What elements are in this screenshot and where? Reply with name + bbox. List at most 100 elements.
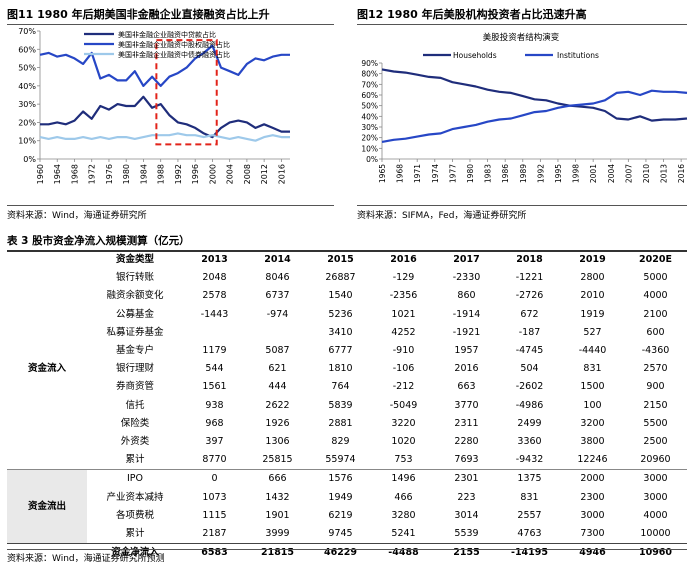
table-cell: 2013	[201, 254, 228, 266]
table-cell: 6737	[265, 290, 290, 302]
table-cell: 2016	[390, 254, 417, 266]
table-cell: 829	[331, 435, 350, 447]
y-tick-label: 40%	[18, 82, 36, 91]
series-line	[39, 132, 290, 142]
table-row: 累计 2187 3999 9745 5241 5539 4763 7300 10000	[7, 525, 687, 544]
x-tick-label: 1968	[70, 164, 79, 184]
table-cell: 46229	[309, 543, 372, 563]
table-cell: 26887	[325, 272, 356, 284]
table-cell: -187	[518, 326, 541, 338]
table-cell: 21815	[246, 543, 309, 563]
table3-source: 资料来源：Wind，海通证券研究所预测	[7, 554, 165, 564]
x-tick-label: 1989	[519, 164, 528, 183]
table-cell: 55974	[325, 454, 356, 466]
x-tick-label: 2007	[624, 164, 633, 183]
table-cell: 9745	[328, 527, 353, 539]
y-tick-label: 30%	[361, 123, 378, 132]
y-tick-label: 40%	[361, 112, 378, 121]
fig11-chart: 0% 10% 20% 30% 40% 50% 60% 70% 1960 1964 1968 1972…	[18, 27, 290, 184]
table-cell: 资金净流入	[87, 543, 183, 563]
table-row: 私募证券基金 3410 4252 -1921 -187 527 600	[7, 324, 687, 342]
table-cell: 2100	[643, 308, 668, 320]
table-cell: 银行理财	[115, 363, 154, 375]
table-cell: 621	[268, 363, 287, 375]
x-tick-label: 2000	[208, 164, 217, 184]
x-tick-label: 1988	[157, 164, 166, 184]
table-cell: 2881	[328, 417, 353, 429]
table-cell: 1179	[202, 345, 227, 357]
table-cell: -910	[392, 345, 415, 357]
fig11-source: 资料来源：Wind，海通证券研究所	[7, 211, 147, 221]
x-tick-label: 2004	[607, 164, 616, 183]
table-cell: 4252	[391, 326, 416, 338]
x-tick-label: 2004	[226, 164, 235, 184]
table-total-row: 资金净流入 6583 21815 46229 -4488 2155 -14195 4946 10…	[7, 543, 687, 563]
y-tick-label: 90%	[361, 59, 378, 68]
y-tick-label: 60%	[361, 91, 378, 100]
x-tick-label: 1983	[484, 164, 493, 183]
table-cell: 666	[246, 469, 309, 489]
table-cell: 融资余额变化	[106, 290, 164, 302]
table-cell: 2000	[561, 469, 624, 489]
x-tick-label: 2013	[660, 164, 669, 183]
table3-title: 表 3 股市资金净流入规模测算（亿元）	[7, 235, 190, 247]
table-cell: 1561	[202, 381, 227, 393]
table-cell: 2048	[202, 272, 227, 284]
x-tick-label: 1984	[139, 164, 148, 184]
table-cell: 4000	[643, 290, 668, 302]
x-tick-label: 1977	[448, 164, 457, 183]
table-cell: 1115	[202, 509, 227, 521]
table-row: 融资余额变化 2578 6737 1540 -2356 860 -2726 2010 4000	[7, 287, 687, 305]
table-header-row: 资金类型 2013 2014 2015 2016 2017 2018 2019 2020E	[7, 251, 687, 269]
table-row: 银行理财 544 621 1810 -106 2016 504 831 2570	[7, 360, 687, 378]
table-cell: 5241	[391, 527, 416, 539]
table-cell: 5500	[643, 417, 668, 429]
table-cell: -1221	[515, 272, 544, 284]
table-cell: 1021	[391, 308, 416, 320]
table-cell: 764	[331, 381, 350, 393]
fig12-title: 图12 1980 年后美股机构投资者占比迅速升高	[357, 8, 587, 21]
x-tick-label: 1986	[501, 164, 510, 183]
table-cell: 3770	[454, 399, 479, 411]
table-cell: 2010	[580, 290, 605, 302]
table3-top-rule	[7, 250, 687, 252]
x-tick-label: 2008	[243, 164, 252, 184]
table-cell: 4763	[517, 527, 542, 539]
table-cell: 4000	[643, 509, 668, 521]
table-cell: -4360	[641, 345, 670, 357]
table-row: 资金流出 IPO 0 666 1576 1496 2301 1375 2000 3000	[7, 469, 687, 544]
table-cell: 累计	[125, 454, 145, 466]
table3-bottom-rule	[7, 549, 687, 550]
x-tick-label: 1974	[431, 164, 440, 183]
x-tick-label: 2001	[589, 164, 598, 183]
table-cell: -9432	[515, 454, 544, 466]
table-cell: 831	[583, 363, 602, 375]
table-cell: 2800	[580, 272, 605, 284]
series-line	[40, 95, 290, 139]
table-cell: -4986	[515, 399, 544, 411]
y-tick-label: 50%	[361, 102, 378, 111]
table-cell: 12246	[577, 454, 608, 466]
table-cell: 753	[394, 454, 413, 466]
table-cell: 900	[646, 381, 665, 393]
table-cell: 2016	[454, 363, 479, 375]
table-cell: 544	[205, 363, 224, 375]
x-tick-label: 1992	[174, 164, 183, 184]
fig12-chart-title: 美股投资者结构演变	[483, 32, 560, 43]
table-cell: 券商资管	[115, 381, 154, 393]
y-tick-label: 70%	[361, 80, 378, 89]
table-cell: 663	[457, 381, 476, 393]
table-cell: 25815	[262, 454, 293, 466]
table-cell: 397	[205, 435, 224, 447]
table-cell: 5539	[454, 527, 479, 539]
table-cell: 2015	[327, 254, 354, 266]
table-cell: 8046	[265, 272, 290, 284]
x-tick-label: 2012	[260, 164, 269, 184]
table-cell: -129	[392, 272, 415, 284]
y-tick-label: 70%	[18, 27, 36, 36]
x-tick-label: 1976	[105, 164, 114, 184]
table-row: 外资类 397 1306 829 1020 2280 3360 3800 2500	[7, 433, 687, 451]
table-cell: 6219	[328, 509, 353, 521]
table-cell: -2726	[515, 290, 544, 302]
table-cell: 8770	[202, 454, 227, 466]
